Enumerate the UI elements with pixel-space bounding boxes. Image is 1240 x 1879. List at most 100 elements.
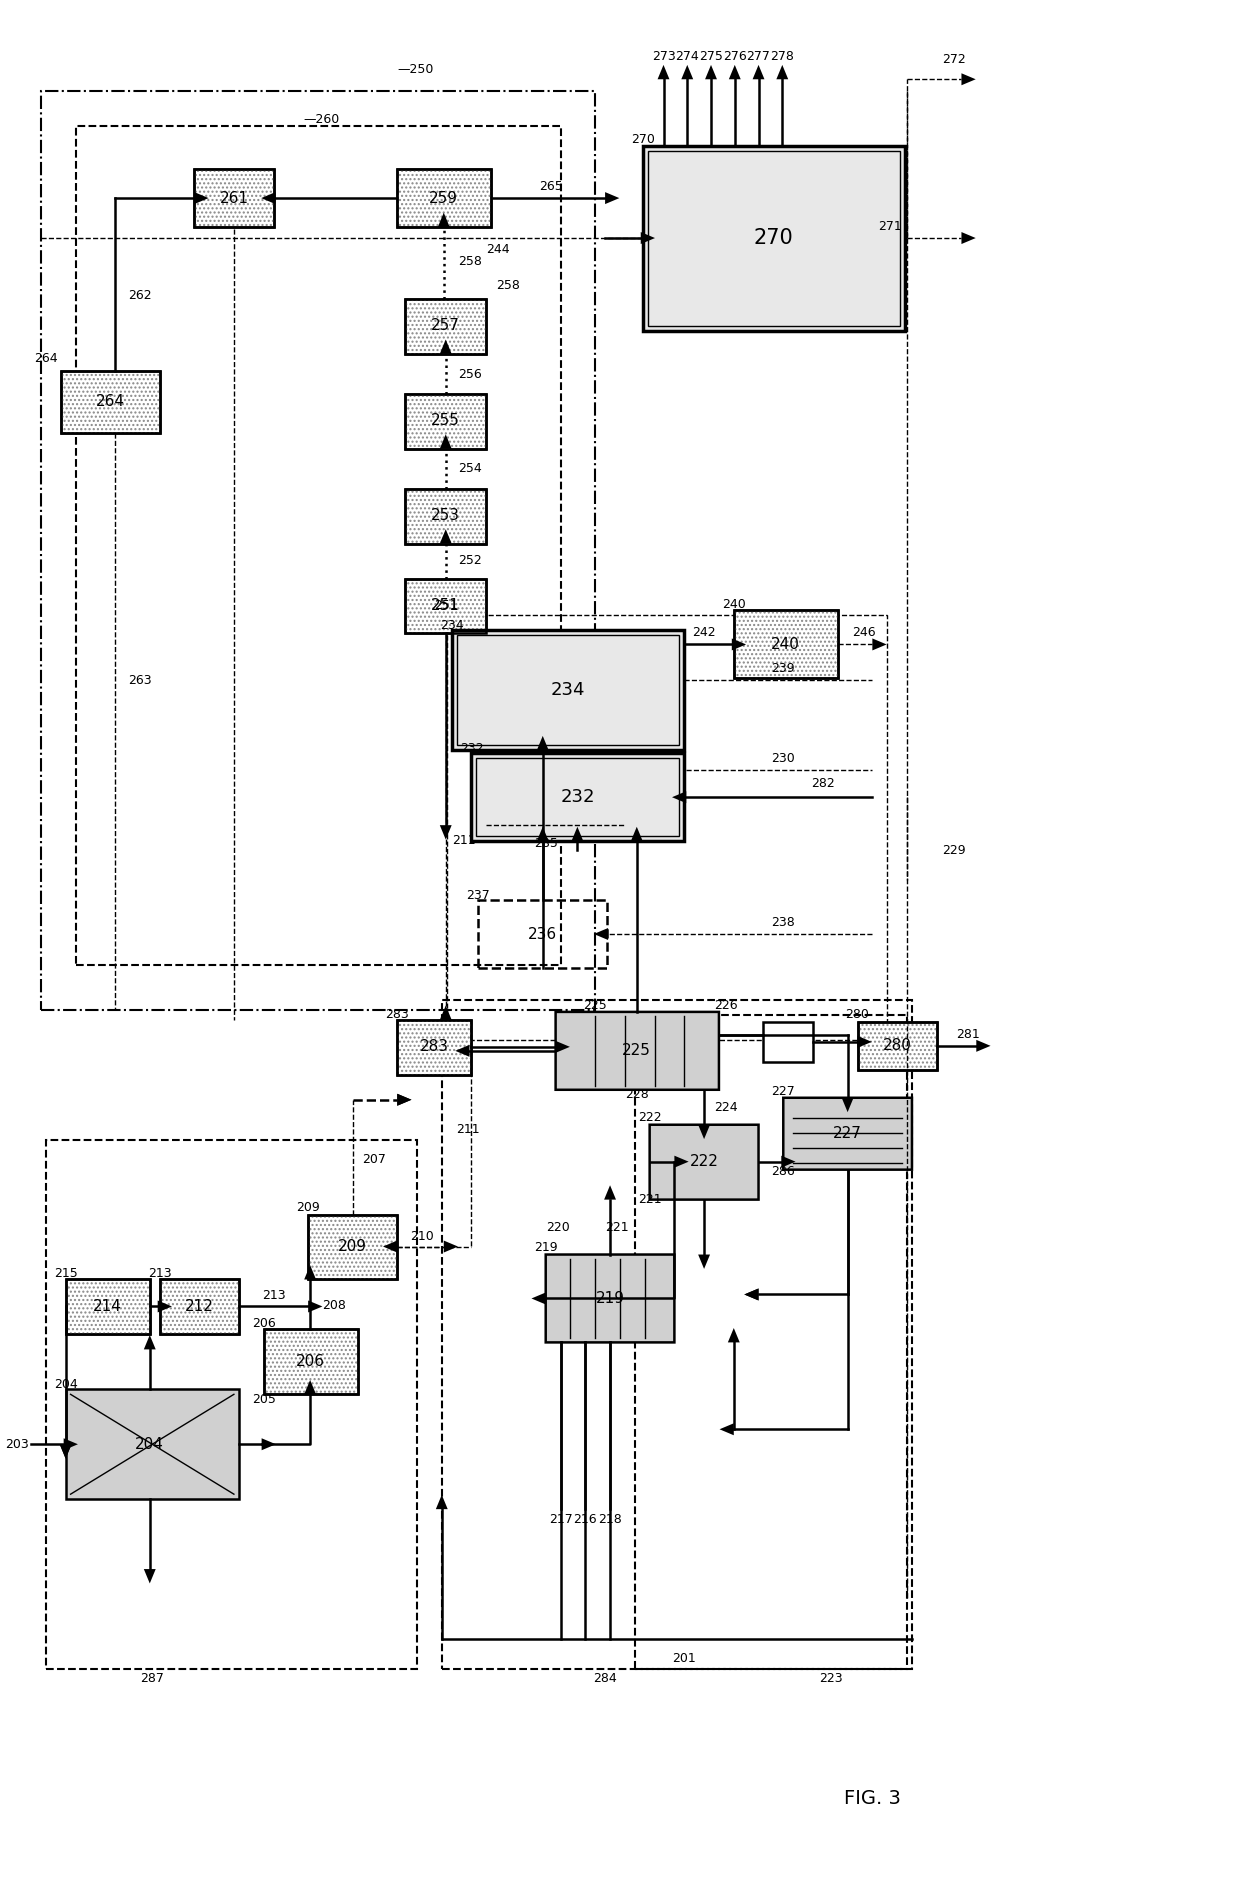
Text: 219: 219 <box>595 1291 625 1306</box>
Bar <box>764 1022 813 1062</box>
Text: 262: 262 <box>128 289 151 303</box>
Text: 264: 264 <box>33 353 57 365</box>
Text: 229: 229 <box>941 844 965 857</box>
Bar <box>405 299 486 353</box>
Bar <box>858 1022 936 1069</box>
Bar <box>441 1000 911 1669</box>
Text: 213: 213 <box>262 1289 285 1302</box>
FancyBboxPatch shape <box>650 1126 759 1199</box>
Polygon shape <box>435 1496 448 1509</box>
Polygon shape <box>440 1005 451 1020</box>
Text: 213: 213 <box>148 1266 171 1280</box>
Polygon shape <box>63 1437 78 1451</box>
Polygon shape <box>537 737 548 750</box>
Bar <box>309 1214 397 1280</box>
FancyBboxPatch shape <box>784 1097 911 1169</box>
Bar <box>397 1020 471 1075</box>
Polygon shape <box>681 66 693 79</box>
Bar <box>471 753 684 842</box>
Text: 278: 278 <box>770 51 795 62</box>
Text: 283: 283 <box>386 1009 409 1022</box>
Text: 237: 237 <box>466 889 490 902</box>
Text: 261: 261 <box>219 190 248 205</box>
Polygon shape <box>976 1039 991 1052</box>
Text: 240: 240 <box>722 598 745 611</box>
Bar <box>405 395 486 449</box>
Text: 286: 286 <box>771 1165 795 1178</box>
Polygon shape <box>444 1240 458 1253</box>
Bar <box>858 1022 936 1069</box>
Polygon shape <box>744 1289 759 1300</box>
Text: 217: 217 <box>548 1513 573 1526</box>
Text: 226: 226 <box>714 1000 738 1013</box>
Bar <box>734 611 838 678</box>
Polygon shape <box>572 827 583 842</box>
Text: 263: 263 <box>128 675 151 688</box>
Text: 227: 227 <box>833 1126 862 1141</box>
Text: 220: 220 <box>546 1221 569 1235</box>
Bar <box>195 169 274 227</box>
Bar <box>195 169 274 227</box>
Polygon shape <box>961 73 976 85</box>
Text: 274: 274 <box>676 51 699 62</box>
Text: 255: 255 <box>432 413 460 428</box>
Text: 246: 246 <box>853 626 877 639</box>
Bar <box>734 611 838 678</box>
Text: 280: 280 <box>846 1009 869 1022</box>
Bar <box>46 1141 417 1669</box>
Polygon shape <box>698 1255 711 1268</box>
Bar <box>160 1280 239 1334</box>
Polygon shape <box>438 212 450 227</box>
Polygon shape <box>842 1097 853 1112</box>
Text: 206: 206 <box>252 1317 275 1330</box>
Text: 287: 287 <box>140 1672 164 1685</box>
Text: 277: 277 <box>746 51 770 62</box>
Text: 232: 232 <box>460 742 484 755</box>
Text: 254: 254 <box>459 462 482 475</box>
Polygon shape <box>195 192 208 205</box>
Polygon shape <box>144 1334 156 1349</box>
Text: 240: 240 <box>771 637 800 652</box>
Polygon shape <box>440 340 451 353</box>
Bar <box>405 489 486 543</box>
Bar <box>264 1330 357 1394</box>
Bar <box>479 900 608 968</box>
Text: 221: 221 <box>605 1221 629 1235</box>
Polygon shape <box>776 66 789 79</box>
Text: 207: 207 <box>362 1154 387 1167</box>
Text: 238: 238 <box>771 915 795 928</box>
Text: —250: —250 <box>397 62 434 75</box>
Polygon shape <box>60 1445 72 1458</box>
Text: 215: 215 <box>53 1266 78 1280</box>
Text: 251: 251 <box>434 599 458 613</box>
Polygon shape <box>719 1422 734 1436</box>
Text: 239: 239 <box>771 661 795 675</box>
Bar <box>405 395 486 449</box>
Bar <box>397 169 491 227</box>
Polygon shape <box>397 1094 412 1105</box>
Bar <box>397 1020 471 1075</box>
Polygon shape <box>781 1156 796 1167</box>
Text: 214: 214 <box>93 1298 122 1313</box>
Text: 236: 236 <box>528 926 557 941</box>
Text: 244: 244 <box>486 242 510 256</box>
Polygon shape <box>440 530 451 543</box>
Polygon shape <box>157 1300 172 1312</box>
Bar <box>41 92 595 1009</box>
Text: —260: —260 <box>304 113 340 126</box>
Bar <box>66 1280 150 1334</box>
Bar <box>405 299 486 353</box>
Bar <box>405 395 486 449</box>
Bar <box>642 147 905 331</box>
Polygon shape <box>262 192 275 205</box>
Polygon shape <box>605 192 619 205</box>
Text: 242: 242 <box>692 626 715 639</box>
Polygon shape <box>873 639 887 650</box>
Polygon shape <box>60 1445 72 1458</box>
Bar <box>61 370 160 432</box>
Polygon shape <box>604 1186 616 1199</box>
Bar <box>446 616 887 1039</box>
Polygon shape <box>594 928 608 940</box>
Bar <box>264 1330 357 1394</box>
Text: 234: 234 <box>440 618 464 631</box>
